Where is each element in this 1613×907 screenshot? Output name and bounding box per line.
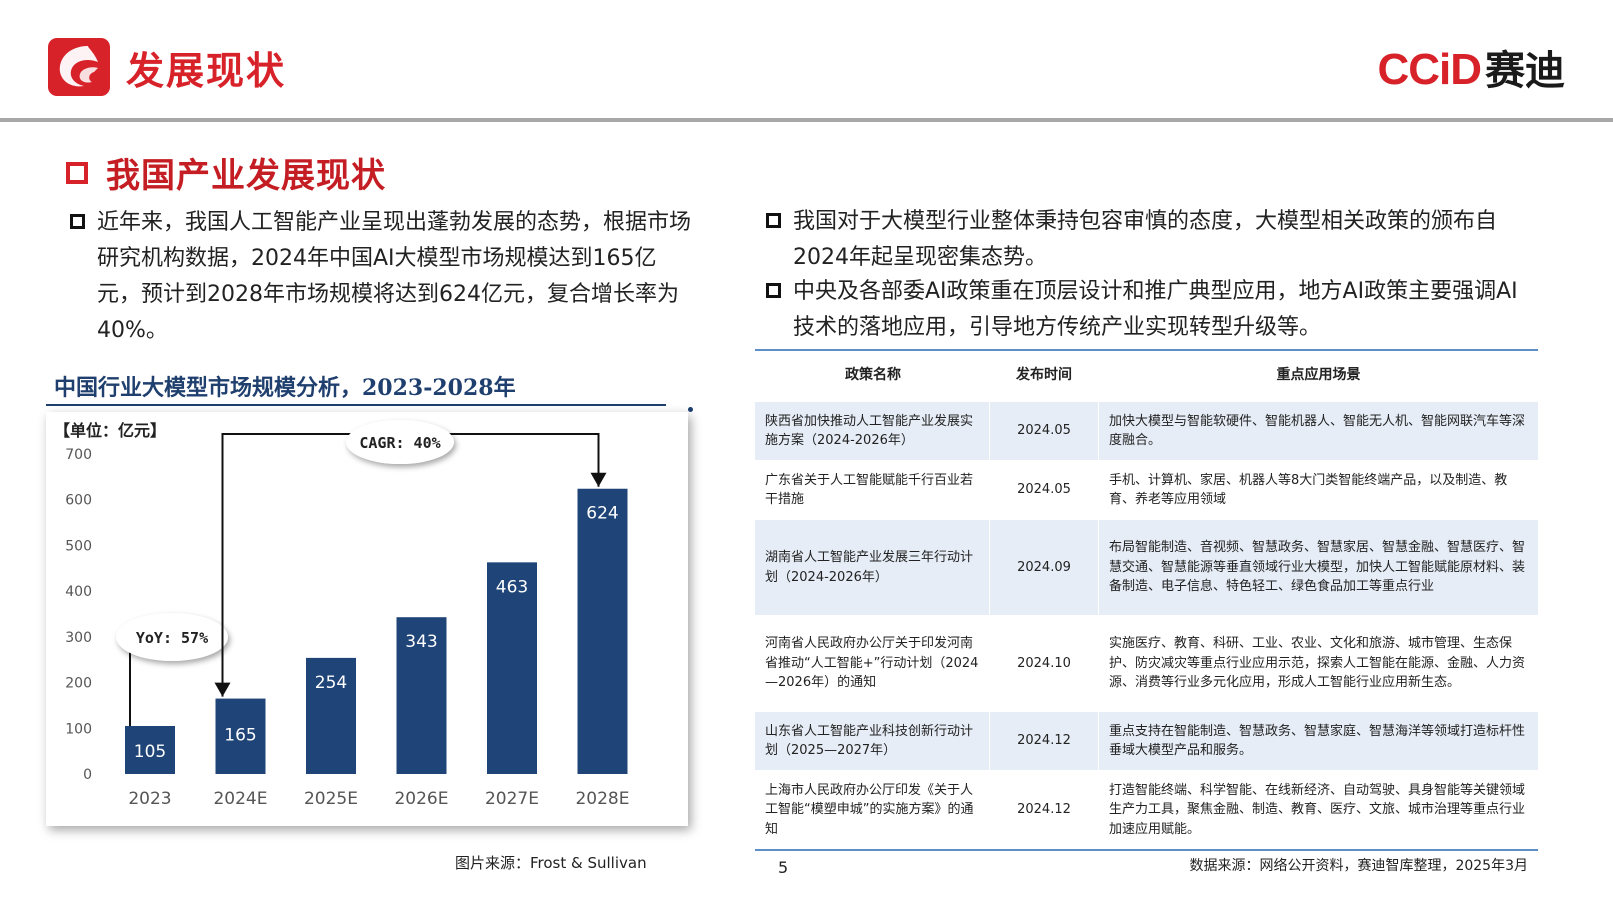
header-key-scenarios: 重点应用场景	[1276, 367, 1361, 384]
y-tick-label: 700	[65, 447, 92, 463]
scene-cell: 重点支持在智能制造、智慧政务、智慧家庭、智慧海洋等领域打造标杆性垂域大模型产品和…	[1109, 723, 1526, 759]
yoy-bubble	[116, 613, 228, 661]
left-bullet: 近年来，我国人工智能产业呈现出蓬勃发展的态势，根据市场研究机构数据，2024年中…	[70, 205, 698, 349]
policy-name-cell: 湖南省人工智能产业发展三年行动计划（2024-2026年）	[765, 550, 974, 585]
section-title: 我国产业发展现状	[106, 156, 386, 196]
bar-value-label: 165	[224, 726, 256, 746]
bar	[577, 488, 628, 774]
x-tick-label: 2026E	[394, 789, 448, 809]
arrow-head-icon	[590, 472, 607, 487]
bar-value-label: 105	[134, 742, 166, 762]
chart-dot	[688, 407, 693, 412]
yoy-label: YoY: 57%	[136, 629, 208, 647]
table-row: 湖南省人工智能产业发展三年行动计划（2024-2026年） 2024.09 布局…	[755, 519, 1538, 615]
section-heading: 我国产业发展现状	[66, 148, 386, 197]
page-number: 5	[778, 858, 789, 877]
square-bullet-icon	[70, 214, 85, 229]
date-cell: 2024.05	[989, 402, 1099, 460]
scene-cell: 加快大模型与智能软硬件、智能机器人、智能无人机、智能网联汽车等深度融合。	[1109, 413, 1526, 449]
bar	[215, 698, 266, 774]
table-row: 陕西省加快推动人工智能产业发展实施方案（2024-2026年） 2024.05 …	[755, 401, 1538, 460]
right-bullet-text: 中央及各部委AI政策重在顶层设计和推广典型应用，地方AI政策主要强调AI技术的落…	[793, 279, 1518, 340]
header-release-date: 发布时间	[1016, 367, 1072, 384]
square-bullet-icon	[766, 283, 781, 298]
bar-value-label: 463	[496, 577, 528, 597]
bar	[487, 562, 537, 774]
bar	[396, 617, 447, 774]
table-row: 上海市人民政府办公厅印发《关于人工智能“模塑申城”的实施方案》的通知 2024.…	[755, 770, 1538, 849]
x-tick-label: 2027E	[485, 789, 539, 809]
chart-title-rule	[46, 404, 666, 406]
scene-cell: 打造智能终端、科学智能、在线新经济、自动驾驶、具身智能等关键领域生产力工具，聚焦…	[1109, 782, 1526, 837]
y-tick-label: 600	[65, 493, 92, 509]
header-divider	[0, 118, 1613, 122]
x-tick-label: 2028E	[575, 789, 629, 809]
bar-chart-card: 【单位：亿元】 0 100 200 300 400 500 600 700 105 2023 16…	[46, 412, 688, 826]
policy-name-cell: 山东省人工智能产业科技创新行动计划（2025—2027年）	[765, 723, 974, 759]
date-cell: 2024.10	[989, 616, 1099, 711]
y-tick-label: 400	[65, 584, 92, 600]
logo-icon	[48, 38, 110, 96]
x-tick-label: 2025E	[304, 789, 358, 809]
brand-logo: CCiD 赛迪	[1377, 38, 1565, 96]
date-cell: 2024.05	[989, 461, 1099, 519]
chart-title: 中国行业大模型市场规模分析，2023-2028年	[54, 375, 516, 401]
date-cell: 2024.09	[989, 520, 1099, 615]
policy-name-cell: 广东省关于人工智能赋能千行百业若干措施	[765, 472, 974, 508]
policy-table: 政策名称 发布时间 重点应用场景 陕西省加快推动人工智能产业发展实施方案（202…	[755, 349, 1538, 851]
chart-source: 图片来源：Frost & Sullivan	[455, 854, 647, 872]
cagr-bubble	[346, 420, 454, 464]
y-tick-label: 300	[65, 630, 92, 646]
bar	[125, 726, 175, 774]
y-tick-label: 100	[65, 721, 92, 737]
right-bullet-text: 我国对于大模型行业整体秉持包容审慎的态度，大模型相关政策的颁布自2024年起呈现…	[793, 209, 1498, 270]
right-bullet-2: 中央及各部委AI政策重在顶层设计和推广典型应用，地方AI政策主要强调AI技术的落…	[766, 274, 1526, 346]
scene-cell: 手机、计算机、家居、机器人等8大门类智能终端产品，以及制造、教育、养老等应用领域	[1109, 472, 1508, 508]
bar-chart: 【单位：亿元】 0 100 200 300 400 500 600 700 105 2023 16…	[54, 420, 630, 809]
y-tick-label: 200	[65, 676, 92, 692]
x-tick-label: 2023	[128, 789, 171, 809]
arrow-head-icon	[214, 682, 231, 697]
cagr-label: CAGR: 40%	[359, 434, 440, 452]
bar-value-label: 254	[315, 673, 347, 693]
right-bullet-1: 我国对于大模型行业整体秉持包容审慎的态度，大模型相关政策的颁布自2024年起呈现…	[766, 204, 1526, 276]
data-source: 数据来源：网络公开资料，赛迪智库整理，2025年3月	[1189, 858, 1528, 874]
chart-unit-label: 【单位：亿元】	[54, 421, 166, 440]
policy-name-cell: 陕西省加快推动人工智能产业发展实施方案（2024-2026年）	[765, 413, 974, 449]
bar-value-label: 343	[405, 632, 437, 652]
brand-latin: CCiD	[1377, 45, 1482, 94]
policy-name-cell: 上海市人民政府办公厅印发《关于人工智能“模塑申城”的实施方案》的通知	[765, 782, 974, 837]
bar-value-label: 624	[586, 504, 618, 524]
table-header: 政策名称 发布时间 重点应用场景	[755, 351, 1538, 401]
square-bullet-icon	[766, 213, 781, 228]
left-bullet-text: 近年来，我国人工智能产业呈现出蓬勃发展的态势，根据市场研究机构数据，2024年中…	[97, 210, 692, 343]
date-cell: 2024.12	[989, 712, 1099, 770]
bar	[306, 657, 356, 774]
square-bullet-icon	[66, 161, 88, 184]
page-title: 发展现状	[126, 49, 287, 93]
y-tick-label: 0	[83, 767, 92, 783]
x-tick-label: 2024E	[213, 789, 267, 809]
y-tick-label: 500	[65, 538, 92, 554]
brand-cn: 赛迪	[1485, 48, 1565, 94]
table-row: 山东省人工智能产业科技创新行动计划（2025—2027年） 2024.12 重点…	[755, 711, 1538, 770]
scene-cell: 布局智能制造、音视频、智慧政务、智慧家居、智慧金融、智慧医疗、智慧交通、智慧能源…	[1109, 540, 1526, 595]
header-policy-name: 政策名称	[845, 367, 901, 384]
date-cell: 2024.12	[989, 771, 1099, 849]
scene-cell: 实施医疗、教育、科研、工业、农业、文化和旅游、城市管理、生态保护、防灾减灾等重点…	[1109, 636, 1526, 691]
table-row: 广东省关于人工智能赋能千行百业若干措施 2024.05 手机、计算机、家居、机器…	[755, 460, 1538, 519]
policy-name-cell: 河南省人民政府办公厅关于印发河南省推动“人工智能+”行动计划（2024—2026…	[765, 636, 979, 691]
table-row: 河南省人民政府办公厅关于印发河南省推动“人工智能+”行动计划（2024—2026…	[755, 615, 1538, 711]
